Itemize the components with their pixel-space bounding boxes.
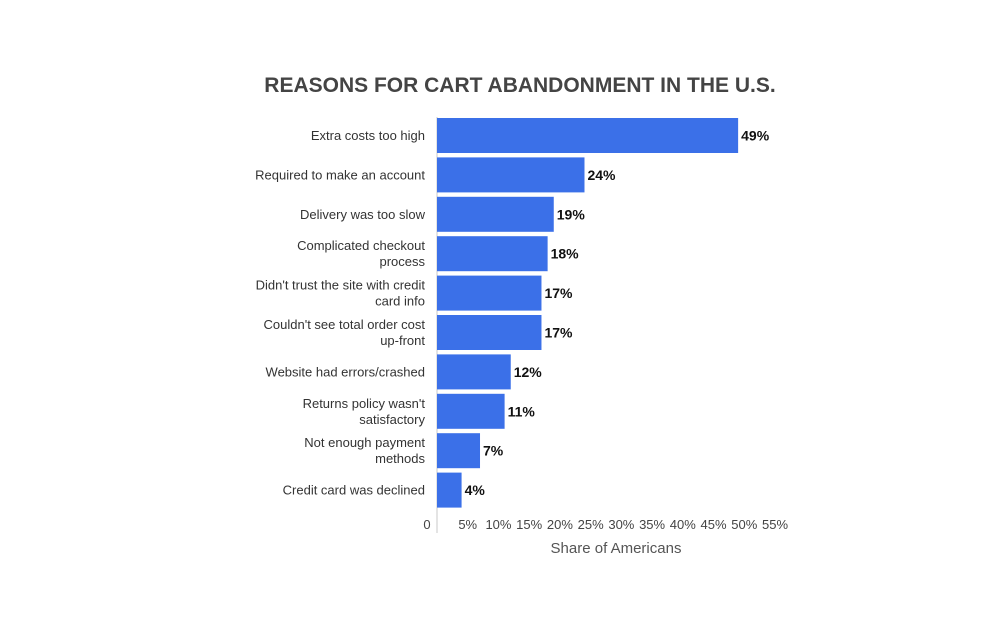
x-axis-title: Share of Americans	[551, 540, 682, 557]
category-label-2-line-0: Delivery was too slow	[300, 207, 426, 222]
bar-1	[437, 157, 585, 193]
bar-7	[437, 393, 505, 429]
x-tick-label-7: 35%	[639, 517, 665, 532]
value-label-3: 18%	[551, 246, 580, 262]
x-tick-label-5: 25%	[578, 517, 604, 532]
category-label-8-line-0: Not enough payment	[304, 435, 425, 450]
category-label-6-line-0: Website had errors/crashed	[266, 364, 425, 379]
category-label-3-line-1: process	[379, 254, 425, 269]
category-label-8-line-1: methods	[375, 451, 425, 466]
x-tick-label-0: 0	[423, 517, 430, 532]
category-label-3: Complicated checkout process	[297, 238, 425, 269]
category-label-6: Website had errors/crashed	[266, 364, 425, 379]
category-label-2: Delivery was too slow	[300, 207, 426, 222]
x-tick-labels-group: 0 5% 10% 15% 20% 25% 30% 35% 40% 45% 50% 55%	[423, 517, 788, 532]
category-label-7-line-0: Returns policy wasn't	[303, 396, 426, 411]
category-label-1: Required to make an account	[255, 167, 425, 182]
value-labels-group: 49% 24% 19% 18% 17% 17% 12% 11% 7% 4%	[465, 128, 770, 499]
x-tick-label-9: 45%	[701, 517, 727, 532]
bar-2	[437, 196, 554, 232]
value-label-2: 19%	[557, 206, 586, 222]
x-tick-label-10: 50%	[731, 517, 757, 532]
category-labels-group: Extra costs too high Required to make an …	[255, 128, 425, 498]
category-label-4-line-1: card info	[375, 294, 425, 309]
bar-5	[437, 315, 542, 350]
value-label-1: 24%	[587, 167, 616, 183]
category-label-0-line-0: Extra costs too high	[311, 128, 425, 143]
x-tick-label-3: 15%	[516, 517, 542, 532]
value-label-9: 4%	[465, 482, 486, 498]
bar-8	[437, 433, 481, 469]
bar-0	[437, 118, 739, 153]
category-label-5: Couldn't see total order cost up-front	[264, 317, 426, 348]
x-tick-label-6: 30%	[608, 517, 634, 532]
category-label-5-line-0: Couldn't see total order cost	[264, 317, 426, 332]
value-label-5: 17%	[544, 325, 573, 341]
x-tick-label-2: 10%	[485, 517, 511, 532]
category-label-4: Didn't trust the site with credit card in…	[256, 278, 426, 309]
bars-group	[437, 118, 739, 508]
bar-9	[437, 472, 462, 508]
category-label-7-line-1: satisfactory	[359, 412, 425, 427]
value-label-0: 49%	[741, 128, 770, 144]
value-label-6: 12%	[514, 364, 543, 380]
category-label-9-line-0: Credit card was declined	[283, 483, 425, 498]
category-label-0: Extra costs too high	[311, 128, 425, 143]
x-tick-label-4: 20%	[547, 517, 573, 532]
bar-3	[437, 236, 548, 272]
category-label-7: Returns policy wasn't satisfactory	[303, 396, 426, 427]
value-label-8: 7%	[483, 443, 504, 459]
category-label-3-line-0: Complicated checkout	[297, 238, 425, 253]
x-tick-label-1: 5%	[458, 517, 477, 532]
x-tick-label-11: 55%	[762, 517, 788, 532]
value-label-4: 17%	[544, 285, 573, 301]
value-label-7: 11%	[508, 403, 536, 419]
bar-6	[437, 354, 511, 390]
chart-title: REASONS FOR CART ABANDONMENT IN THE U.S.	[264, 74, 775, 97]
x-tick-label-8: 40%	[670, 517, 696, 532]
category-label-5-line-1: up-front	[380, 333, 425, 348]
category-label-4-line-0: Didn't trust the site with credit	[256, 278, 426, 293]
category-label-9: Credit card was declined	[283, 483, 425, 498]
bar-4	[437, 275, 542, 311]
category-label-1-line-0: Required to make an account	[255, 167, 425, 182]
category-label-8: Not enough payment methods	[304, 435, 425, 466]
